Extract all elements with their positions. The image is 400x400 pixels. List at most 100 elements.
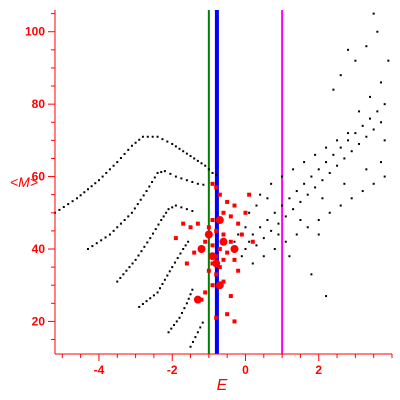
curve-0-point	[151, 135, 154, 138]
curve-2-point	[125, 269, 128, 272]
highlight-big-point	[215, 281, 224, 290]
curve-3-point	[168, 270, 171, 273]
curve-0-point	[62, 205, 65, 208]
y-axis-label: <M>	[10, 174, 38, 190]
highlight-big-point	[197, 244, 206, 253]
curve-2-point	[180, 206, 183, 209]
curve-0-point	[193, 157, 196, 160]
curve-1-point	[145, 190, 148, 193]
cloud-point	[299, 219, 302, 222]
curve-3-point	[166, 274, 169, 277]
cloud-point	[314, 186, 317, 189]
cloud-point	[383, 103, 386, 106]
curve-0-point	[94, 182, 97, 185]
curve-0-point	[79, 194, 82, 197]
curve-0-point	[67, 203, 70, 206]
curve-0-point	[171, 142, 174, 145]
highlight-point	[214, 185, 219, 190]
curve-5-point	[201, 321, 204, 324]
cloud-point	[259, 193, 262, 196]
curve-1-point	[136, 203, 139, 206]
curve-3-point	[152, 294, 155, 297]
curve-0-point	[123, 152, 126, 155]
curve-5-point	[191, 340, 194, 343]
curve-2-point	[162, 215, 165, 218]
curve-2-point	[143, 245, 146, 248]
highlight-point	[228, 294, 233, 299]
cloud-point	[350, 150, 353, 153]
highlight-point	[203, 290, 208, 295]
curve-0-point	[156, 135, 159, 138]
highlight-big-point	[230, 244, 239, 253]
highlight-point	[221, 279, 226, 284]
cloud-point	[299, 200, 302, 203]
curve-3-point	[141, 303, 144, 306]
cloud-point	[332, 88, 335, 91]
highlight-point	[217, 192, 222, 197]
cloud-point	[354, 132, 357, 135]
cloud-point	[380, 81, 383, 84]
curve-2-point	[191, 209, 194, 212]
cloud-point	[251, 233, 254, 236]
curve-0-point	[58, 208, 61, 211]
cloud-point	[233, 240, 236, 243]
curve-0-point	[211, 171, 214, 174]
highlight-point	[217, 265, 222, 270]
curve-series	[54, 135, 218, 348]
x-tick-label: 2	[315, 363, 322, 377]
cloud-point	[321, 197, 324, 200]
curve-0-point	[83, 191, 86, 194]
curve-0-point	[166, 140, 169, 143]
curve-3-point	[173, 261, 176, 264]
curve-2-point	[167, 208, 170, 211]
cloud-point	[317, 233, 320, 236]
curve-2-point	[157, 223, 160, 226]
curve-0-point	[196, 159, 199, 162]
curve-0-point	[71, 200, 74, 203]
curve-2-point	[116, 280, 119, 283]
cloud-point	[277, 222, 280, 225]
cloud-point	[350, 197, 353, 200]
highlight-point	[203, 239, 208, 244]
curve-1-point	[153, 176, 156, 179]
curve-1-point	[142, 194, 145, 197]
curve-0-point	[189, 155, 192, 158]
y-tick-label: 20	[32, 314, 46, 328]
curve-0-point	[178, 147, 181, 150]
cloud-point	[358, 142, 361, 145]
cloud-point	[306, 193, 309, 196]
x-tick-label: -4	[94, 363, 105, 377]
cloud-point	[240, 255, 243, 258]
curve-1-point	[174, 175, 177, 178]
highlight-point	[214, 315, 219, 320]
curve-5-point	[196, 331, 199, 334]
curve-4-point	[185, 302, 188, 305]
curve-0-point	[204, 164, 207, 167]
highlight-point	[232, 319, 237, 324]
curve-0-point	[141, 135, 144, 138]
curve-2-point	[137, 254, 140, 257]
curve-0-point	[138, 138, 141, 141]
highlight-point	[188, 225, 193, 230]
cloud-point	[270, 182, 273, 185]
cloud-point	[321, 179, 324, 182]
highlight-point	[221, 232, 226, 237]
cloud-point	[303, 182, 306, 185]
curve-1-point	[123, 219, 126, 222]
highlight-point	[181, 221, 186, 226]
curve-0-point	[215, 173, 218, 176]
curve-0-point	[134, 141, 137, 144]
cloud-point	[288, 255, 291, 258]
curve-3-point	[159, 287, 162, 290]
curve-1-point	[112, 229, 115, 232]
curve-4-point	[183, 307, 186, 310]
curve-2-point	[160, 219, 163, 222]
curve-1-point	[156, 171, 159, 174]
curve-5-point	[199, 326, 202, 329]
axes: -4 -2 0 2 20 40 60 80 100	[25, 10, 393, 377]
y-tick-label: 80	[32, 97, 46, 111]
highlight-point	[195, 221, 200, 226]
curve-3-point	[161, 282, 164, 285]
curve-1-point	[139, 198, 142, 201]
